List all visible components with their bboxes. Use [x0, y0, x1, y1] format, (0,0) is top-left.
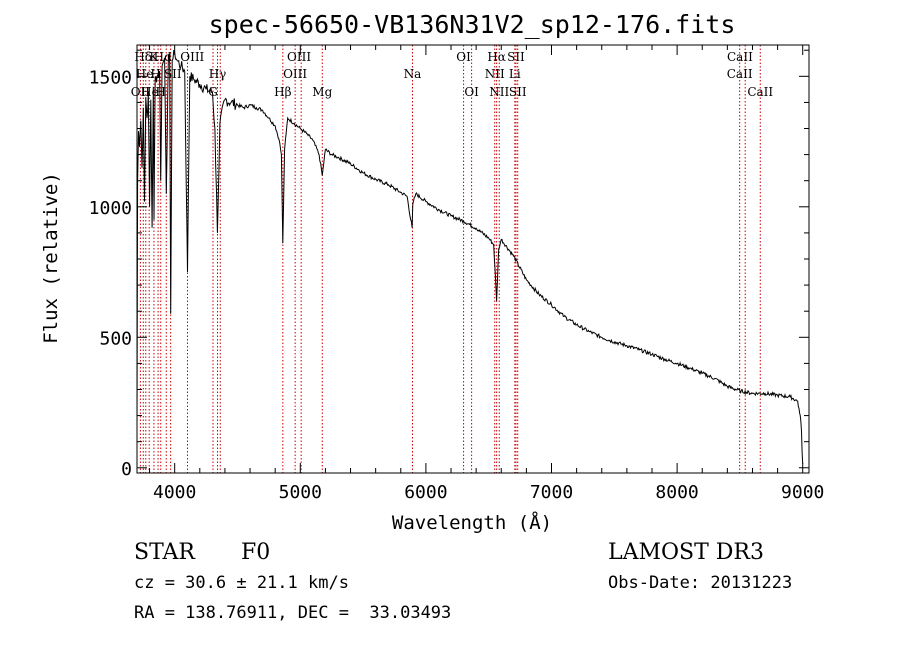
line-label: K	[149, 50, 159, 64]
line-label: Li	[509, 67, 521, 81]
line-label: OIII	[283, 67, 307, 81]
line-label: CaII	[747, 85, 773, 99]
spectrum-plot	[137, 49, 804, 464]
line-label: H	[150, 67, 160, 81]
line-label: OI	[456, 50, 471, 64]
line-label: Hα	[487, 50, 506, 64]
x-tick-label: 8000	[655, 482, 698, 503]
line-label: H	[156, 85, 166, 99]
line-label: Na	[404, 67, 422, 81]
observation-date: Obs-Date: 20131223	[608, 573, 793, 593]
line-label: CaII	[727, 50, 753, 64]
line-label: Hγ	[209, 67, 227, 81]
x-tick-label: 7000	[530, 482, 573, 503]
axis-ticks: 4000 5000 6000 7000 8000 9000 0 500 1000 1500	[89, 45, 824, 503]
line-label: He	[136, 67, 154, 81]
line-label: He	[141, 85, 159, 99]
emission-line-markers	[139, 45, 761, 473]
line-label: NII	[489, 85, 509, 99]
x-tick-label: 6000	[404, 482, 447, 503]
object-subclass: F0	[241, 540, 271, 565]
spectrum-line	[137, 49, 804, 464]
x-tick-label: 5000	[279, 482, 322, 503]
line-label: OIII	[287, 50, 311, 64]
y-tick-label: 500	[99, 328, 132, 349]
object-class: STAR	[134, 540, 195, 565]
survey-name: LAMOST DR3	[608, 540, 764, 565]
line-label: OI	[464, 85, 479, 99]
line-label: NII	[485, 67, 505, 81]
line-label: CaII	[727, 67, 753, 81]
redshift-velocity: cz = 30.6 ± 21.1 km/s	[134, 573, 349, 593]
y-axis-label: Flux (relative)	[40, 172, 62, 344]
plot-frame	[136, 44, 810, 474]
line-label: Hδ	[134, 50, 152, 64]
line-label: Mg	[312, 85, 332, 99]
y-tick-label: 1000	[89, 198, 132, 219]
x-tick-label: 4000	[153, 482, 196, 503]
line-label: Hd	[154, 50, 172, 64]
x-axis-label: Wavelength (Å)	[392, 511, 552, 534]
y-tick-label: 1500	[89, 67, 132, 88]
line-label: OIII	[180, 50, 204, 64]
line-label: Hβ	[274, 85, 291, 99]
line-label: G	[208, 85, 218, 99]
y-tick-label: 0	[121, 459, 132, 480]
x-tick-label: 9000	[781, 482, 824, 503]
coordinates: RA = 138.76911, DEC = 33.03493	[134, 603, 452, 623]
line-label: SII	[509, 85, 527, 99]
chart-title: spec-56650-VB136N31V2_sp12-176.fits	[209, 10, 736, 39]
line-label: SII	[164, 67, 182, 81]
line-label: OII	[131, 85, 151, 99]
line-label: SII	[507, 50, 525, 64]
